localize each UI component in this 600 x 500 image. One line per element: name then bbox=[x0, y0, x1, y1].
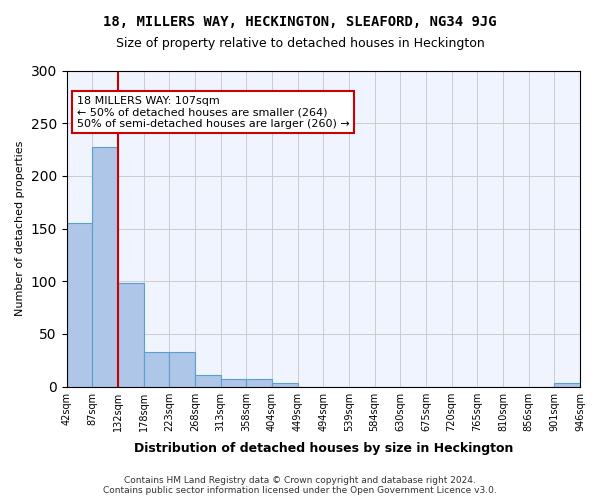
Bar bbox=[143, 352, 169, 386]
Y-axis label: Number of detached properties: Number of detached properties bbox=[15, 141, 25, 316]
Bar bbox=[272, 384, 298, 386]
Bar bbox=[118, 284, 143, 387]
Bar bbox=[169, 352, 195, 386]
Bar bbox=[554, 384, 580, 386]
Text: Contains HM Land Registry data © Crown copyright and database right 2024.
Contai: Contains HM Land Registry data © Crown c… bbox=[103, 476, 497, 495]
Bar bbox=[247, 380, 272, 386]
X-axis label: Distribution of detached houses by size in Heckington: Distribution of detached houses by size … bbox=[134, 442, 513, 455]
Text: Size of property relative to detached houses in Heckington: Size of property relative to detached ho… bbox=[116, 38, 484, 51]
Bar bbox=[67, 224, 92, 386]
Text: 18, MILLERS WAY, HECKINGTON, SLEAFORD, NG34 9JG: 18, MILLERS WAY, HECKINGTON, SLEAFORD, N… bbox=[103, 15, 497, 29]
Bar bbox=[92, 148, 118, 386]
Bar bbox=[195, 375, 221, 386]
Bar bbox=[221, 380, 247, 386]
Text: 18 MILLERS WAY: 107sqm
← 50% of detached houses are smaller (264)
50% of semi-de: 18 MILLERS WAY: 107sqm ← 50% of detached… bbox=[77, 96, 350, 129]
